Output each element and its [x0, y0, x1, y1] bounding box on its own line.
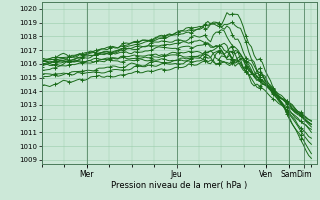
X-axis label: Pression niveau de la mer( hPa ): Pression niveau de la mer( hPa ): [111, 181, 247, 190]
